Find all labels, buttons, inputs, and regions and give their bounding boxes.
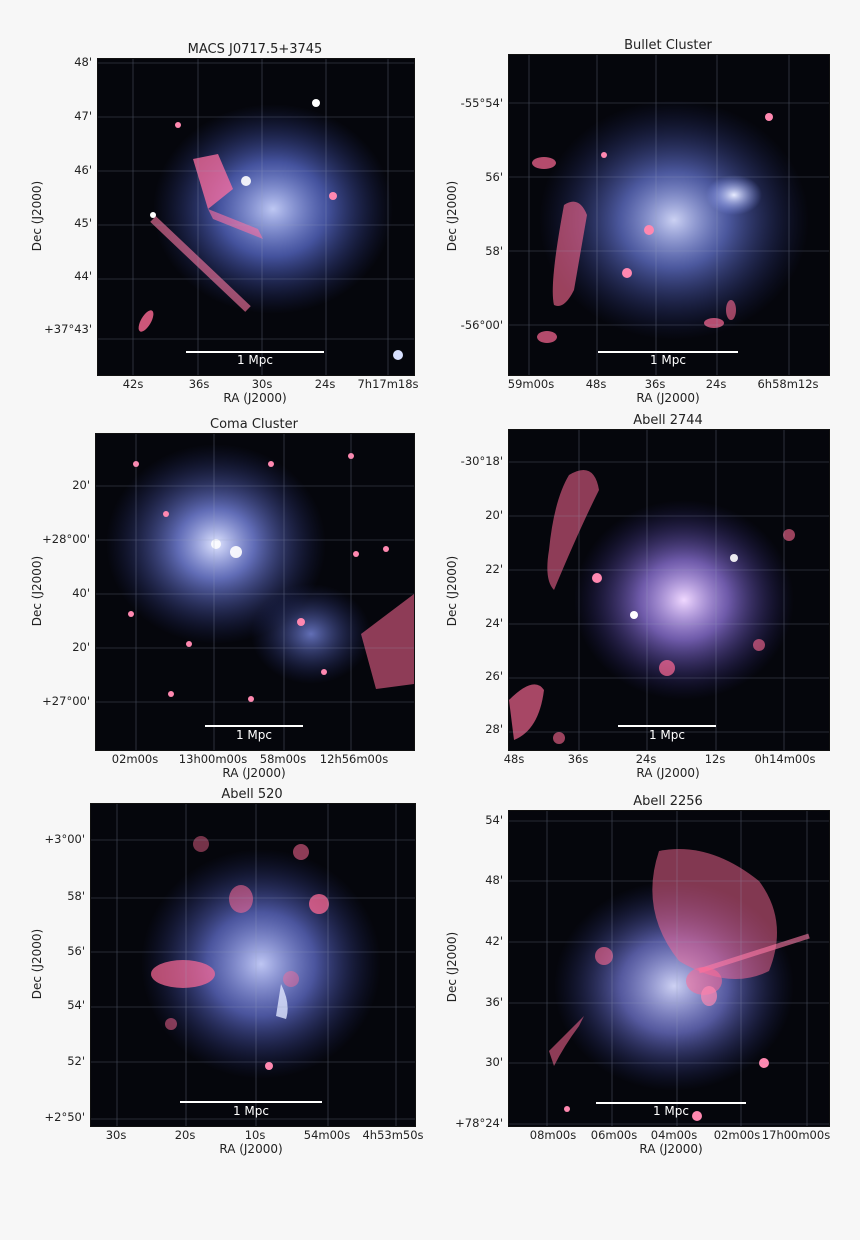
scale-bar <box>596 1102 746 1104</box>
x-tick: 13h00m00s <box>178 752 248 766</box>
y-tick: 20' <box>72 640 90 654</box>
panel-title: Coma Cluster <box>210 417 298 432</box>
x-axis-label: RA (J2000) <box>223 391 287 405</box>
y-tick: 26' <box>485 669 503 683</box>
panel-title: MACS J0717.5+3745 <box>187 42 323 57</box>
y-tick: 42' <box>485 934 503 948</box>
y-tick: +28°00' <box>42 532 90 546</box>
x-tick: 10s <box>244 1128 266 1142</box>
x-tick: 24s <box>314 377 336 391</box>
scale-bar-label: 1 Mpc <box>236 353 274 367</box>
cluster-image-coma <box>95 433 415 751</box>
x-tick: 36s <box>567 752 589 766</box>
y-axis-label: Dec (J2000) <box>30 180 44 252</box>
x-tick: 4h53m50s <box>362 1128 424 1142</box>
scale-bar-label: 1 Mpc <box>648 728 686 742</box>
y-tick: 30' <box>485 1055 503 1069</box>
y-tick: +37°43' <box>44 322 92 336</box>
x-tick: 04m00s <box>650 1128 698 1142</box>
scale-bar <box>618 725 716 727</box>
scale-bar <box>180 1101 322 1103</box>
y-tick: 48' <box>485 873 503 887</box>
scale-bar-label: 1 Mpc <box>232 1104 270 1118</box>
scale-bar-label: 1 Mpc <box>652 1104 690 1118</box>
x-tick: 08m00s <box>529 1128 577 1142</box>
y-tick: 52' <box>67 1054 85 1068</box>
y-axis-label: Dec (J2000) <box>445 931 459 1003</box>
x-tick: 48s <box>585 377 607 391</box>
y-tick: +2°50' <box>44 1110 86 1124</box>
y-tick: 20' <box>485 508 503 522</box>
cluster-image-bullet <box>508 54 830 376</box>
y-tick: 22' <box>485 562 503 576</box>
x-tick: 0h14m00s <box>754 752 816 766</box>
x-tick: 30s <box>251 377 273 391</box>
x-tick: 54m00s <box>303 1128 351 1142</box>
scale-bar <box>205 725 303 727</box>
x-tick: 12s <box>704 752 726 766</box>
x-tick: 59m00s <box>507 377 555 391</box>
panel-title: Abell 520 <box>221 787 283 802</box>
cluster-image-abell2744 <box>508 429 830 751</box>
x-tick: 17h00m00s <box>761 1128 831 1142</box>
y-tick: 36' <box>485 995 503 1009</box>
x-tick: 36s <box>188 377 210 391</box>
x-tick: 12h56m00s <box>319 752 389 766</box>
y-tick: 44' <box>74 269 92 283</box>
y-tick: 46' <box>74 163 92 177</box>
y-tick: 56' <box>67 944 85 958</box>
y-tick: -55°54' <box>460 96 503 110</box>
y-tick: 45' <box>74 216 92 230</box>
y-axis-label: Dec (J2000) <box>445 180 459 252</box>
y-tick: +27°00' <box>42 694 90 708</box>
x-axis-label: RA (J2000) <box>219 1142 283 1156</box>
scale-bar-label: 1 Mpc <box>649 353 687 367</box>
x-axis-label: RA (J2000) <box>639 1142 703 1156</box>
y-tick: 58' <box>485 244 503 258</box>
cluster-image-abell2256 <box>508 810 830 1127</box>
scale-bar <box>186 351 324 353</box>
x-tick: 02m00s <box>111 752 159 766</box>
panel-title: Abell 2256 <box>633 794 703 809</box>
y-tick: 20' <box>72 478 90 492</box>
y-tick: 56' <box>485 170 503 184</box>
y-tick: +3°00' <box>44 832 86 846</box>
y-tick: 24' <box>485 616 503 630</box>
scale-bar <box>598 351 738 353</box>
x-tick: 30s <box>105 1128 127 1142</box>
x-tick: 20s <box>174 1128 196 1142</box>
panel-title: Abell 2744 <box>633 413 703 428</box>
x-axis-label: RA (J2000) <box>222 766 286 780</box>
y-tick: 48' <box>74 55 92 69</box>
x-axis-label: RA (J2000) <box>636 766 700 780</box>
x-tick: 24s <box>705 377 727 391</box>
x-tick: 6h58m12s <box>757 377 819 391</box>
x-tick: 36s <box>644 377 666 391</box>
y-tick: 54' <box>67 998 85 1012</box>
y-axis-label: Dec (J2000) <box>445 555 459 627</box>
x-tick: 24s <box>635 752 657 766</box>
cluster-image-macs <box>97 58 415 376</box>
x-tick: 02m00s <box>713 1128 761 1142</box>
x-axis-label: RA (J2000) <box>636 391 700 405</box>
scale-bar-label: 1 Mpc <box>235 728 273 742</box>
y-tick: 54' <box>485 813 503 827</box>
y-tick: 47' <box>74 109 92 123</box>
x-tick: 58m00s <box>259 752 307 766</box>
y-tick: -56°00' <box>460 318 503 332</box>
cluster-image-abell520 <box>90 803 416 1127</box>
y-tick: 58' <box>67 889 85 903</box>
y-tick: +78°24' <box>455 1116 503 1130</box>
y-tick: 28' <box>485 722 503 736</box>
y-tick: 40' <box>72 586 90 600</box>
x-tick: 06m00s <box>590 1128 638 1142</box>
y-axis-label: Dec (J2000) <box>30 928 44 1000</box>
panel-title: Bullet Cluster <box>624 38 712 53</box>
y-tick: -30°18' <box>460 454 503 468</box>
x-tick: 48s <box>503 752 525 766</box>
x-tick: 42s <box>122 377 144 391</box>
y-axis-label: Dec (J2000) <box>30 555 44 627</box>
x-tick: 7h17m18s <box>357 377 419 391</box>
